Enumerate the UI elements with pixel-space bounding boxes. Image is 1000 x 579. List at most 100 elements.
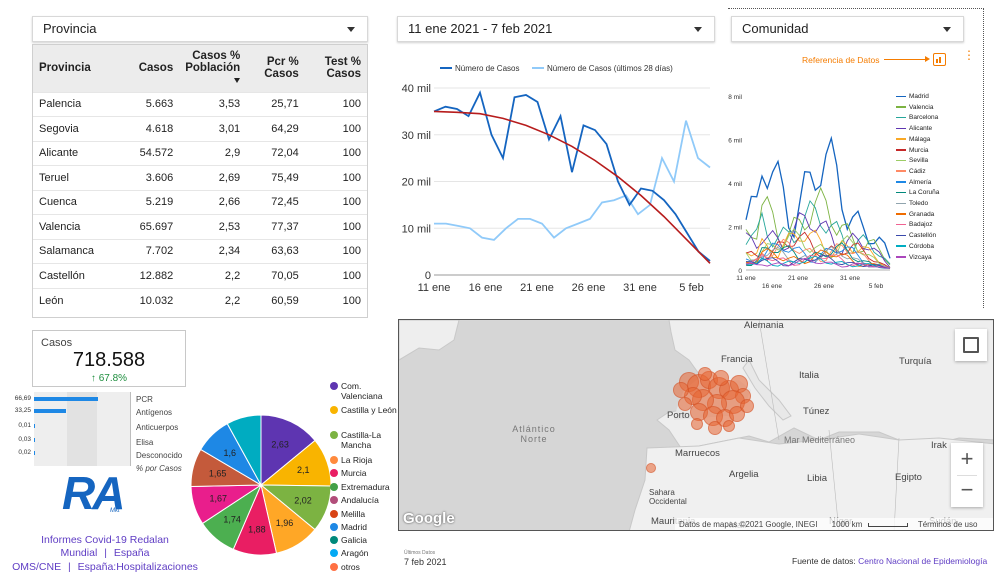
region-legend-item[interactable]: Badajoz (896, 221, 933, 229)
region-legend-item[interactable]: Sevilla (896, 157, 928, 165)
region-legend-item[interactable]: Málaga (896, 136, 930, 144)
map-label: Porto (667, 410, 690, 421)
region-series-line[interactable] (745, 212, 891, 268)
legend-label: Valencia (909, 103, 934, 111)
legend-swatch (330, 523, 338, 531)
table-row[interactable]: Castellón 12.882 2,2 70,05 100 (33, 263, 367, 288)
data-reference[interactable]: Referencia de Datos (802, 55, 880, 65)
legend-swatch (896, 116, 906, 119)
table-row[interactable]: Cuenca 5.219 2,66 72,45 100 (33, 189, 367, 215)
legend-label: Córdoba (909, 242, 934, 250)
comunidad-filter[interactable]: Comunidad (731, 16, 964, 42)
more-options-icon[interactable]: ⋮ (963, 48, 975, 62)
pie-slice[interactable] (226, 414, 262, 486)
table-cell: 5.219 (125, 189, 180, 215)
col-provincia[interactable]: Provincia (39, 62, 91, 75)
link-hospitalizaciones[interactable]: España:Hospitalizaciones (77, 561, 198, 573)
region-legend-item[interactable]: Toledo (896, 200, 928, 208)
region-legend-item[interactable]: La Coruña (896, 189, 939, 197)
provincia-filter[interactable]: Provincia (32, 16, 368, 42)
region-legend-item[interactable]: Valencia (896, 104, 933, 112)
x-tick-label: 5 feb (679, 282, 703, 294)
region-series-line[interactable] (745, 228, 891, 269)
test-bar[interactable] (34, 409, 66, 413)
region-legend-item[interactable]: Vizcaya (896, 254, 932, 262)
map-label: Marruecos (675, 448, 720, 459)
table-row[interactable]: Valencia 65.697 2,53 77,37 100 (33, 214, 367, 239)
map-bubble[interactable] (723, 420, 735, 432)
legend-label: Com. Valenciana (341, 381, 383, 401)
region-series-line[interactable] (745, 186, 891, 266)
table-cell: 3,53 (179, 91, 247, 117)
map-bubble[interactable] (673, 382, 689, 398)
map-terms[interactable]: Términos de uso (917, 520, 978, 529)
map-bubble[interactable] (708, 421, 722, 435)
table-row[interactable]: León 10.032 2,2 60,59 100 (33, 287, 367, 313)
link-mundial[interactable]: Mundial (60, 547, 98, 559)
table-row[interactable]: Salamanca 7.702 2,34 63,63 100 (33, 238, 367, 264)
bar-tick-label: 66,69 (14, 395, 31, 402)
region-y-tick: 4 mil (728, 181, 742, 188)
region-legend-item[interactable]: Murcia (896, 147, 929, 155)
region-series-line[interactable] (745, 229, 891, 268)
fullscreen-button[interactable] (955, 329, 987, 361)
region-legend-item[interactable]: Barcelona (896, 114, 938, 122)
zoom-out-button[interactable]: − (960, 477, 974, 502)
map-widget[interactable]: Alemania Francia Italia Turquía Túnez Argelia… (398, 319, 994, 531)
selection-border (983, 8, 984, 308)
zoom-in-button[interactable]: + (960, 446, 974, 471)
ra-logo[interactable]: RA Mkt (62, 467, 126, 522)
region-series-line[interactable] (745, 199, 891, 265)
table-row[interactable]: Segovia 4.618 3,01 64,29 100 (33, 116, 367, 141)
map-bubble[interactable] (678, 397, 692, 411)
series-main-line[interactable] (433, 90, 711, 262)
region-legend-item[interactable]: Cádiz (896, 168, 926, 176)
trend-line[interactable] (433, 110, 711, 264)
region-legend-item[interactable]: Castellón (896, 232, 936, 240)
map-bubble[interactable] (698, 367, 712, 381)
scorecard-value: 718.588 (72, 349, 146, 371)
region-series-line[interactable] (746, 255, 890, 269)
table-cell: León (33, 287, 126, 313)
region-series-line[interactable] (745, 231, 891, 269)
region-legend-item[interactable]: Alicante (896, 125, 932, 133)
date-range-label: 11 ene 2021 - 7 feb 2021 (408, 21, 553, 36)
region-legend-item[interactable]: Madrid (896, 93, 929, 101)
region-legend-item[interactable]: Córdoba (896, 243, 934, 251)
table-row[interactable]: Teruel 3.606 2,69 75,49 100 (33, 165, 367, 190)
region-legend-item[interactable]: Granada (896, 211, 934, 219)
test-bar[interactable] (34, 397, 99, 401)
region-legend-item[interactable]: Almería (896, 179, 931, 187)
col-test-casos[interactable]: Test % Casos (324, 56, 361, 81)
link-oms[interactable]: OMS/CNE (12, 561, 62, 573)
pie-slice-label: 1,67 (209, 493, 227, 503)
link-informes[interactable]: Informes Covid-19 Redalan (41, 534, 169, 546)
map-bubble[interactable] (646, 463, 656, 473)
series-prev-line[interactable] (434, 120, 711, 241)
table-row[interactable]: Palencia 5.663 3,53 25,71 100 (33, 91, 367, 117)
pie-chart: 2,63 2,1 2,02 1,96 1,88 1,74 1,67 1,65 1,6 (190, 414, 332, 556)
table-cell: 3.606 (125, 165, 180, 190)
test-bar[interactable] (34, 451, 35, 455)
pie-slice[interactable] (260, 414, 316, 487)
link-espana[interactable]: España (113, 547, 150, 559)
legend-swatch (896, 149, 906, 151)
test-bar[interactable] (34, 424, 35, 428)
col-pcr-casos[interactable]: Pcr % Casos (264, 56, 299, 81)
region-series-line[interactable] (745, 135, 891, 259)
date-range-filter[interactable]: 11 ene 2021 - 7 feb 2021 (397, 16, 715, 42)
col-casos-poblacion[interactable]: Casos % Población (179, 45, 246, 92)
legend-swatch (330, 483, 338, 491)
legend-swatch (330, 536, 338, 544)
map-bubble[interactable] (740, 399, 754, 413)
table-cell: 2,2 (179, 263, 247, 288)
region-series-line[interactable] (745, 257, 891, 269)
col-casos[interactable]: Casos (138, 62, 174, 75)
chart-report-icon[interactable] (933, 53, 946, 66)
data-source-link[interactable]: Centro Nacional de Epidemiología (858, 556, 988, 566)
table-row[interactable]: Alicante 54.572 2,9 72,04 100 (33, 140, 367, 166)
test-bar[interactable] (34, 438, 35, 442)
map-bubble[interactable] (691, 418, 703, 430)
map-bubble[interactable] (713, 370, 729, 386)
table-cell: 2,53 (179, 214, 247, 239)
